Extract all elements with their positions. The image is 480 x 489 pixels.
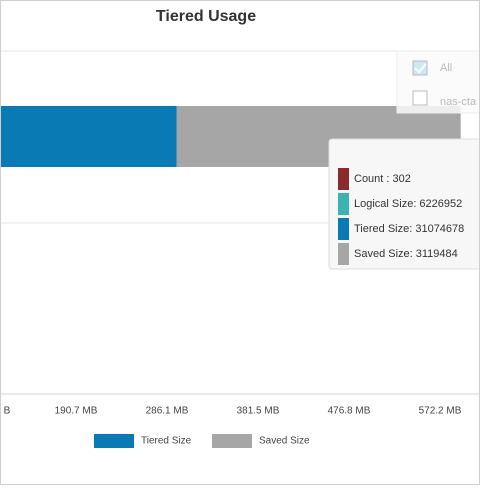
x-tick-label: 572.2 MB: [419, 406, 462, 417]
legend-swatch[interactable]: [94, 434, 134, 448]
x-tick-label: 190.7 MB: [55, 406, 98, 417]
legend-item[interactable]: Tiered Size: [94, 434, 192, 448]
legend-item[interactable]: Saved Size: [212, 434, 310, 448]
tooltip-text: Logical Size: 6226952: [354, 198, 462, 210]
x-tick-label: 286.1 MB: [146, 406, 189, 417]
x-tick-label: 476.8 MB: [328, 406, 371, 417]
tooltip-swatch: [338, 168, 349, 190]
chart-title: Tiered Usage: [156, 8, 256, 25]
filter-label[interactable]: All: [440, 62, 452, 74]
tooltip-text: Saved Size: 3119484: [354, 248, 458, 260]
filter-item[interactable]: All: [412, 60, 452, 76]
tooltip-text: Tiered Size: 31074678: [354, 223, 464, 235]
legend-label[interactable]: Saved Size: [259, 436, 310, 447]
tooltip-swatch: [338, 193, 349, 215]
check-mark[interactable]: [414, 63, 427, 74]
tooltip-text: Count : 302: [354, 173, 411, 185]
filter-checkbox[interactable]: [412, 60, 428, 76]
tooltip-swatch: [338, 218, 349, 240]
x-tick-label: 381.5 MB: [237, 406, 280, 417]
filter-panel: [396, 50, 480, 114]
legend-swatch[interactable]: [212, 434, 252, 448]
tooltip-swatch: [338, 243, 349, 265]
tooltip-box: [328, 138, 480, 270]
legend-label[interactable]: Tiered Size: [141, 436, 192, 447]
filter-label[interactable]: nas-cta: [440, 96, 477, 108]
filter-checkbox[interactable]: [412, 90, 428, 106]
filter-item[interactable]: nas-cta: [412, 90, 477, 108]
bar-segment: [0, 106, 177, 167]
x-tick-label: B: [4, 406, 11, 417]
